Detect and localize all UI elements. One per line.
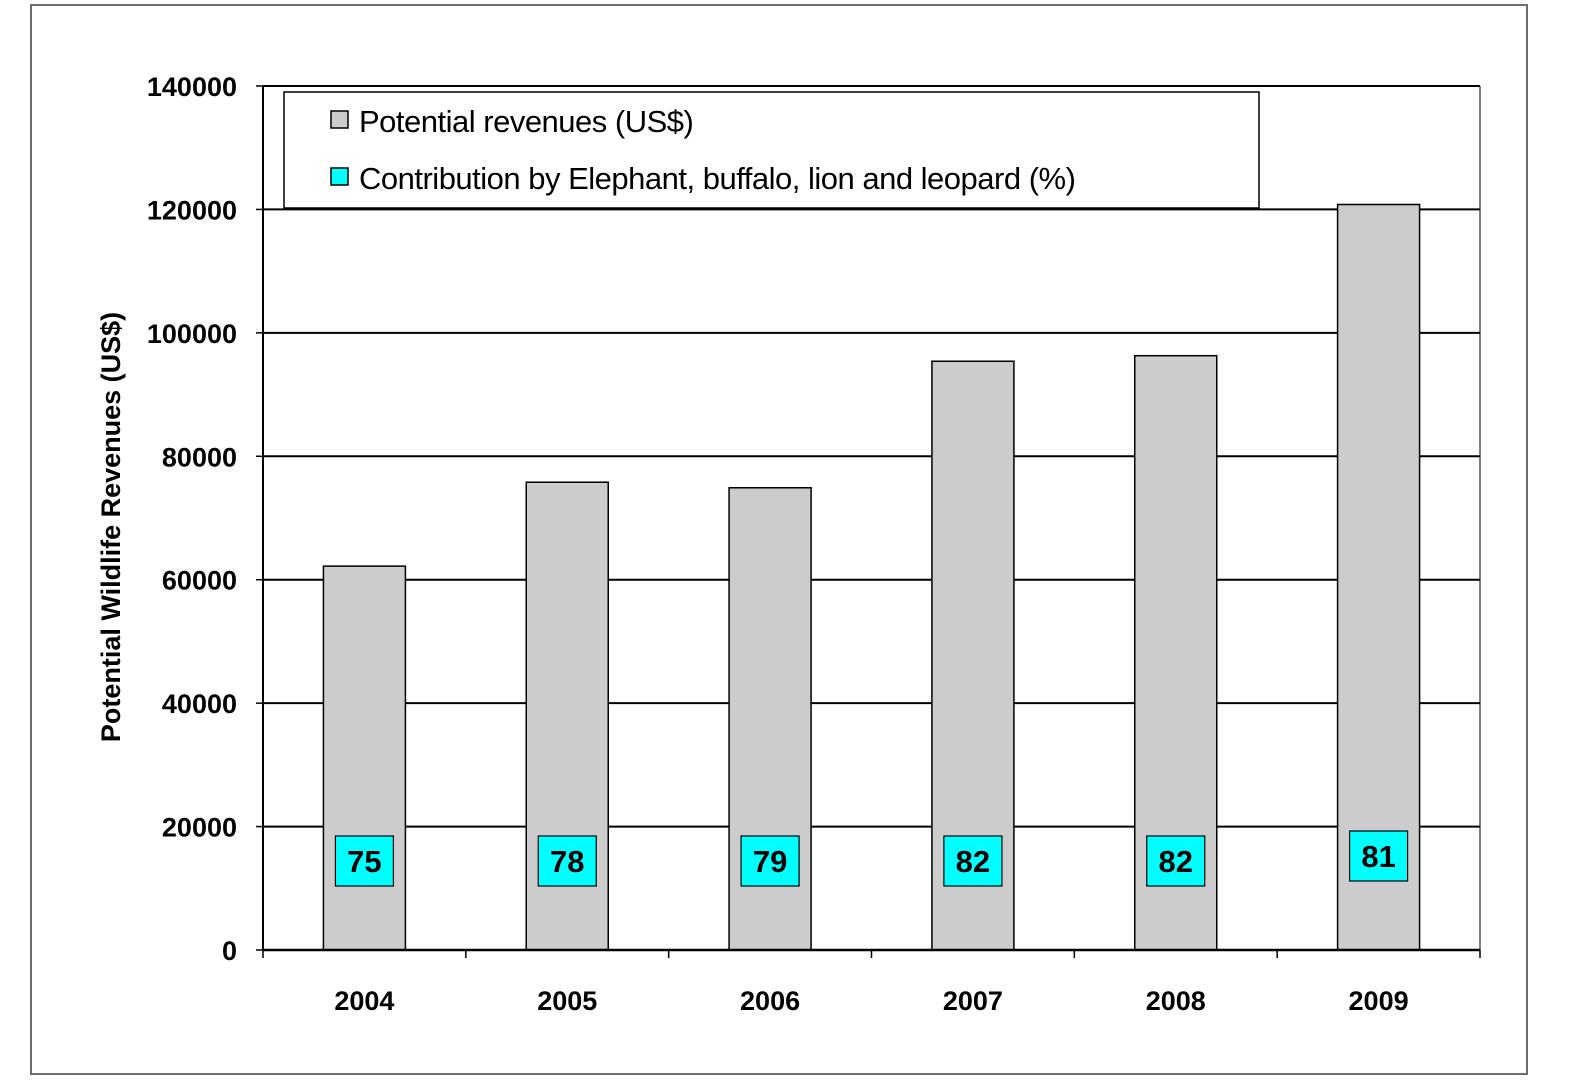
data-label-2007: 82: [943, 835, 1003, 887]
x-tick-label-2007: 2007: [943, 986, 1003, 1016]
data-label-2005: 78: [537, 835, 597, 887]
legend-swatch-gray: [330, 110, 349, 129]
data-label-2008: 82: [1146, 835, 1206, 887]
y-axis-title: Potential Wildlife Revenues (US$): [96, 312, 126, 742]
data-label-2006: 79: [740, 835, 800, 887]
data-label-value: 82: [956, 844, 990, 879]
data-label-box: [537, 835, 597, 887]
y-tick-label: 100000: [147, 319, 237, 349]
x-tick-label-2006: 2006: [740, 986, 800, 1016]
y-axis-ticks: 0 20000 40000 60000 80000 100000 120000 140000: [147, 72, 263, 966]
data-labels: 75 78 79 82 82 81: [334, 830, 1409, 887]
plot-area: [263, 86, 1480, 950]
data-label-value: 78: [550, 844, 584, 879]
x-tick-label-2008: 2008: [1146, 986, 1206, 1016]
x-tick-label-2004: 2004: [334, 986, 394, 1016]
y-tick-label: 60000: [162, 566, 237, 596]
bar-2009: [1336, 203, 1421, 951]
x-tick-label-2005: 2005: [537, 986, 597, 1016]
legend-swatch-cyan: [330, 167, 349, 186]
data-label-2004: 75: [334, 835, 395, 887]
legend-item-contribution: Contribution by Elephant, buffalo, lion …: [330, 161, 1076, 196]
data-label-value: 82: [1159, 844, 1193, 879]
y-tick-label: 20000: [162, 813, 237, 843]
data-label-box: [943, 835, 1003, 887]
x-axis-ticks: 2004 2005 2006 2007 2008 2009: [262, 950, 1481, 1016]
data-label-value: 81: [1361, 839, 1395, 874]
legend-label-contribution: Contribution by Elephant, buffalo, lion …: [359, 161, 1075, 196]
gridlines: [263, 85, 1480, 828]
x-tick-label-2009: 2009: [1349, 986, 1409, 1016]
data-label-box: [334, 835, 395, 887]
legend-label-potential-revenues: Potential revenues (US$): [359, 104, 693, 139]
y-tick-label: 40000: [162, 689, 237, 719]
data-label-value: 79: [753, 844, 787, 879]
data-label-2009: 81: [1348, 830, 1409, 882]
data-label-box: [1348, 830, 1409, 882]
y-tick-label: 140000: [147, 72, 237, 102]
y-tick-label: 120000: [147, 195, 237, 225]
plot-background: [263, 86, 1480, 950]
y-tick-label: 0: [222, 936, 237, 966]
legend-item-potential-revenues: Potential revenues (US$): [330, 104, 694, 139]
y-tick-label: 80000: [162, 442, 237, 472]
data-label-box: [740, 835, 800, 887]
bar-2004: [322, 565, 407, 951]
legend: Potential revenues (US$) Contribution by…: [283, 91, 1260, 209]
data-label-value: 75: [347, 844, 381, 879]
legend-box: [283, 91, 1260, 209]
data-label-box: [1146, 835, 1206, 887]
